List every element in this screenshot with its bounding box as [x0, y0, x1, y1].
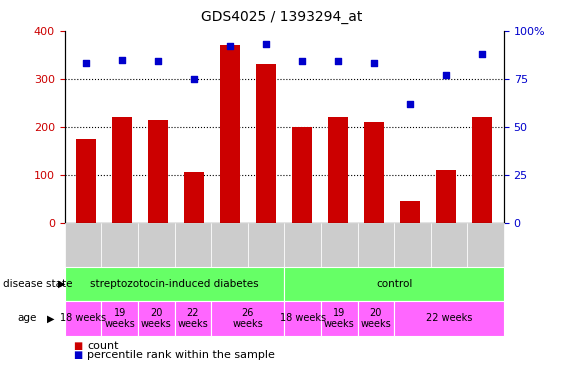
Text: GDS4025 / 1393294_at: GDS4025 / 1393294_at [201, 10, 362, 23]
Bar [328, 117, 348, 223]
Text: 20
weeks: 20 weeks [360, 308, 391, 329]
Bar [472, 117, 492, 223]
Text: disease state: disease state [3, 279, 72, 289]
Text: ■: ■ [73, 341, 82, 351]
Text: 19
weeks: 19 weeks [104, 308, 135, 329]
Text: 18 weeks: 18 weeks [60, 313, 106, 323]
Bar [436, 170, 456, 223]
Point [442, 72, 451, 78]
Text: 20
weeks: 20 weeks [141, 308, 172, 329]
Point [154, 58, 163, 65]
Point [82, 60, 91, 66]
Point [406, 101, 415, 107]
Text: count: count [87, 341, 119, 351]
Bar [149, 119, 168, 223]
Point [298, 58, 307, 65]
Text: ▶: ▶ [47, 313, 54, 323]
Text: 22 weeks: 22 weeks [426, 313, 472, 323]
Point [370, 60, 379, 66]
Text: ■: ■ [73, 350, 82, 360]
Bar [77, 139, 96, 223]
Text: 18 weeks: 18 weeks [280, 313, 325, 323]
Point [334, 58, 343, 65]
Text: age: age [17, 313, 36, 323]
Bar [221, 45, 240, 223]
Bar [113, 117, 132, 223]
Text: control: control [376, 279, 412, 289]
Bar [185, 172, 204, 223]
Point [478, 51, 487, 57]
Bar [364, 122, 384, 223]
Point [118, 56, 127, 63]
Point [226, 43, 235, 49]
Text: streptozotocin-induced diabetes: streptozotocin-induced diabetes [90, 279, 259, 289]
Text: 19
weeks: 19 weeks [324, 308, 355, 329]
Text: ▶: ▶ [58, 279, 65, 289]
Bar [400, 201, 420, 223]
Bar [292, 127, 312, 223]
Text: 26
weeks: 26 weeks [233, 308, 263, 329]
Point [190, 76, 199, 82]
Point [262, 41, 271, 47]
Text: 22
weeks: 22 weeks [177, 308, 208, 329]
Bar [256, 65, 276, 223]
Text: percentile rank within the sample: percentile rank within the sample [87, 350, 275, 360]
